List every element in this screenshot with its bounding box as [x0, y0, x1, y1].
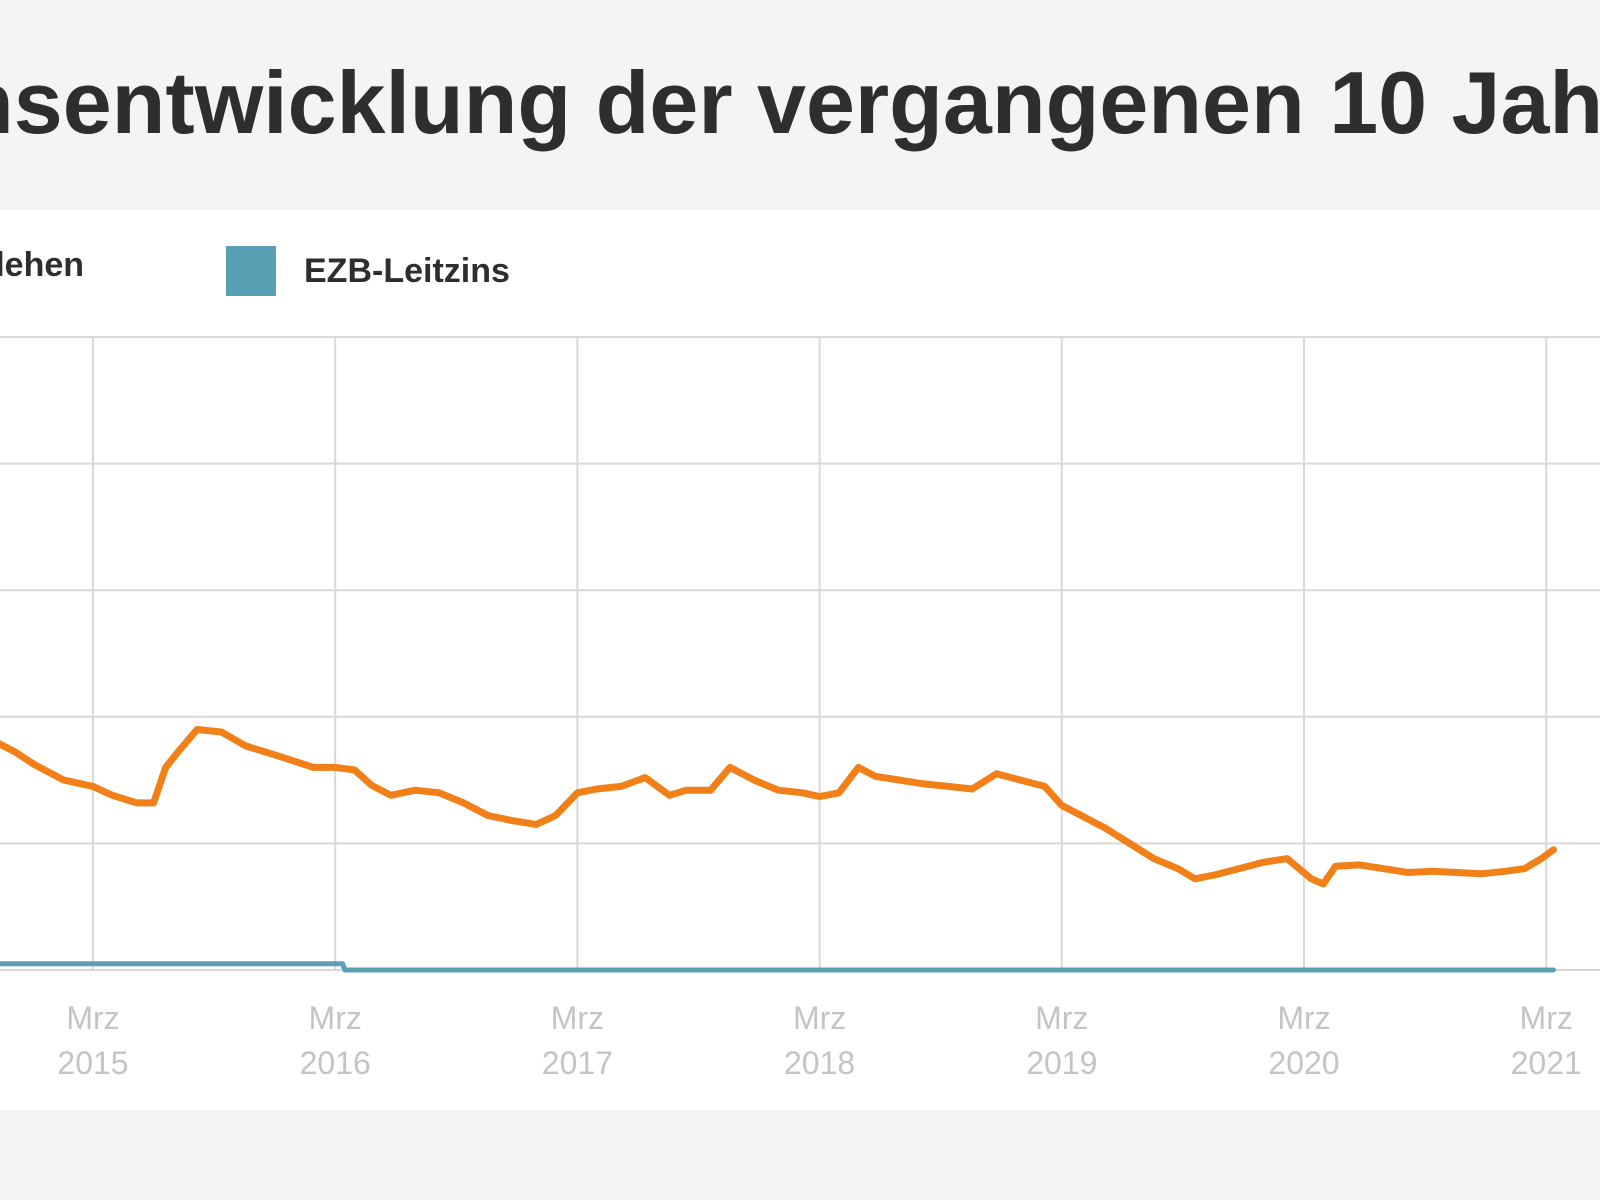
legend-swatch-ezb-leitzins: [226, 246, 276, 296]
legend-item-darlehen[interactable]: rlehen: [0, 246, 84, 285]
x-tick-label-year: 2019: [1026, 1045, 1097, 1081]
x-tick-label-year: 2021: [1511, 1045, 1582, 1081]
legend-label-ezb-leitzins: EZB-Leitzins: [304, 251, 510, 290]
x-tick-label-month: Mrz: [1520, 1000, 1573, 1036]
legend-item-ezb-leitzins[interactable]: EZB-Leitzins: [226, 246, 510, 296]
x-tick-label-month: Mrz: [1277, 1000, 1330, 1036]
series-line-darlehen: [0, 726, 1557, 888]
x-tick-label-month: Mrz: [66, 1000, 119, 1036]
x-tick-label-month: Mrz: [309, 1000, 362, 1036]
x-tick-label-year: 2020: [1268, 1045, 1339, 1081]
x-tick-label-year: 2016: [300, 1045, 371, 1081]
chart-title: nsentwicklung der vergangenen 10 Jahr: [0, 53, 1600, 152]
x-tick-label-year: 2018: [784, 1045, 855, 1081]
x-tick-label-month: Mrz: [793, 1000, 846, 1036]
x-tick-label-year: 2015: [57, 1045, 128, 1081]
line-chart: Mrz 2015 Mrz 2016 Mrz 2017 Mrz 2018 Mrz 2019 Mrz 20…: [0, 336, 1600, 1081]
legend-label-darlehen: rlehen: [0, 246, 85, 284]
series-line-ezb-leitzins: [0, 961, 1556, 973]
x-tick-label-year: 2017: [542, 1045, 613, 1081]
x-tick-label-month: Mrz: [551, 1000, 604, 1036]
x-tick-label-month: Mrz: [1035, 1000, 1088, 1036]
chart-card: rlehen EZB-Leitzins Mrz 2015 Mrz 2016 Mrz 201…: [0, 210, 1600, 1110]
